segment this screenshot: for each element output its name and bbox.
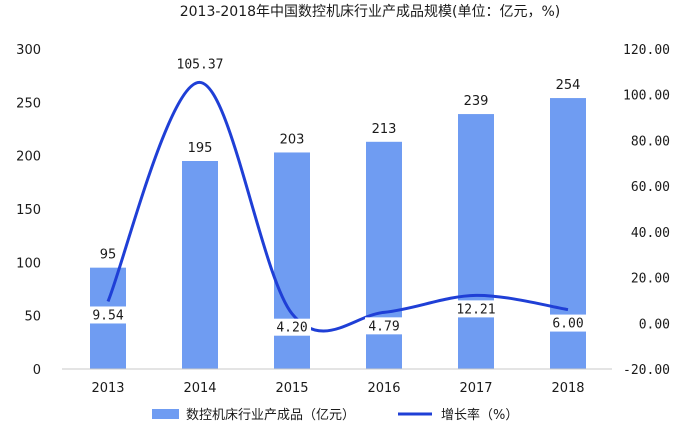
legend-label-line: 增长率（%） (441, 407, 518, 423)
left-tick-label: 0 (33, 363, 41, 378)
x-axis-ticks: 2013 2014 2015 2016 2017 2018 (91, 381, 584, 396)
growth-value-label: 6.00 (552, 317, 583, 332)
x-tick-label: 2013 (91, 381, 124, 396)
chart-title: 2013-2018年中国数控机床行业产成品规模(单位：亿元，%) (180, 4, 561, 20)
legend: 数控机床行业产成品（亿元） 增长率（%） (152, 407, 518, 423)
legend-label-bars: 数控机床行业产成品（亿元） (186, 408, 355, 423)
right-tick-label: 80.00 (631, 134, 670, 149)
bar-value-label: 203 (280, 132, 305, 147)
growth-label-bg (273, 318, 311, 336)
right-axis-ticks: -20.00 0.00 20.00 40.00 60.00 80.00 100.00 120.… (623, 43, 670, 378)
left-tick-label: 100 (16, 256, 41, 271)
growth-value-label: 12.21 (456, 302, 495, 317)
growth-value-label: 4.79 (368, 319, 399, 334)
right-tick-label: 20.00 (631, 272, 670, 287)
left-tick-label: 200 (16, 150, 41, 165)
growth-value-labels: 9.54 105.37 4.20 4.79 12.21 6.00 (89, 57, 587, 336)
x-tick-label: 2018 (551, 381, 584, 396)
right-tick-label: 40.00 (631, 226, 670, 241)
left-tick-label: 300 (16, 43, 41, 58)
growth-line (106, 80, 569, 333)
growth-line-series (106, 80, 569, 333)
bar (458, 114, 494, 369)
bar-value-label: 95 (100, 248, 117, 263)
x-tick-label: 2015 (275, 381, 308, 396)
right-tick-label: 60.00 (631, 180, 670, 195)
bar-value-label: 239 (464, 94, 489, 109)
x-tick-label: 2014 (183, 381, 216, 396)
right-tick-label: 100.00 (623, 89, 670, 104)
right-tick-label: -20.00 (623, 363, 670, 378)
x-tick-label: 2017 (459, 381, 492, 396)
left-tick-label: 150 (16, 203, 41, 218)
growth-label-bg (89, 306, 127, 324)
growth-label-bg (365, 317, 403, 335)
left-axis-ticks: 0 50 100 150 200 250 300 (16, 43, 41, 378)
bar (274, 152, 310, 369)
bar (366, 141, 402, 369)
bar-value-label: 195 (188, 141, 213, 156)
bar-value-label: 213 (372, 122, 397, 137)
bar-value-labels: 95 195 203 213 239 254 (100, 78, 581, 263)
right-tick-label: 0.00 (639, 317, 670, 332)
growth-value-label: 4.20 (276, 321, 307, 336)
left-tick-label: 50 (24, 310, 41, 325)
growth-label-bg (549, 314, 587, 332)
bar (182, 161, 218, 369)
x-tick-label: 2016 (367, 381, 400, 396)
growth-value-label: 105.37 (177, 57, 224, 72)
growth-label-bg (453, 300, 499, 318)
bar-series (90, 98, 586, 370)
bar-value-label: 254 (556, 78, 581, 93)
growth-value-label: 9.54 (92, 308, 123, 323)
legend-swatch-bars (152, 409, 179, 419)
left-tick-label: 250 (16, 96, 41, 111)
right-tick-label: 120.00 (623, 43, 670, 58)
